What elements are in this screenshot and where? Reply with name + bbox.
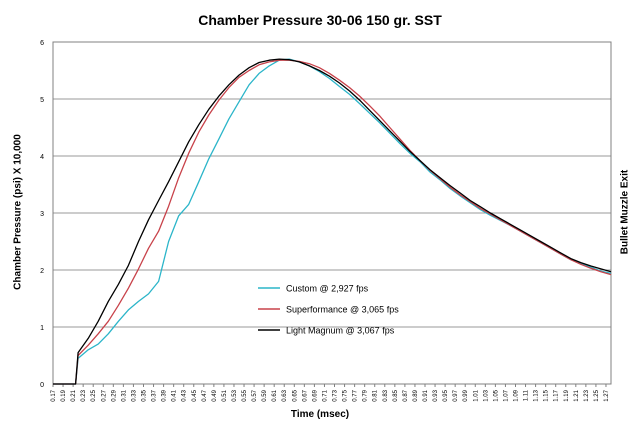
x-tick-label: 0.91 bbox=[423, 389, 429, 401]
x-tick-label: 1.09 bbox=[513, 389, 519, 401]
x-tick-label: 0.51 bbox=[222, 389, 228, 401]
x-tick-label: 0.39 bbox=[162, 389, 168, 401]
x-tick-label: 0.45 bbox=[192, 389, 198, 401]
x-tick-label: 0.85 bbox=[393, 389, 399, 401]
x-tick-label: 0.99 bbox=[463, 389, 469, 401]
x-tick-label: 0.33 bbox=[131, 389, 137, 401]
x-tick-label: 1.23 bbox=[584, 389, 590, 401]
x-tick-label: 0.79 bbox=[363, 389, 369, 401]
x-tick-label: 0.89 bbox=[413, 389, 419, 401]
plot-frame bbox=[52, 41, 612, 385]
x-tick-label: 0.73 bbox=[333, 389, 339, 401]
x-tick-label: 0.57 bbox=[252, 389, 258, 401]
y-tick-label: 2 bbox=[40, 268, 44, 275]
legend-label: Superformance @ 3,065 fps bbox=[286, 305, 399, 315]
y-tick-label: 6 bbox=[40, 40, 44, 47]
x-tick-label: 0.93 bbox=[433, 389, 439, 401]
chart-title: Chamber Pressure 30-06 150 gr. SST bbox=[198, 12, 442, 28]
x-tick-label: 0.53 bbox=[232, 389, 238, 401]
x-tick-label: 0.59 bbox=[262, 389, 268, 401]
x-tick-label: 0.21 bbox=[71, 389, 77, 401]
x-tick-label: 0.35 bbox=[141, 389, 147, 401]
x-tick-label: 0.69 bbox=[312, 389, 318, 401]
x-tick-label: 0.49 bbox=[212, 389, 218, 401]
x-tick-label: 1.27 bbox=[604, 389, 610, 401]
x-tick-label: 0.29 bbox=[111, 389, 117, 401]
x-tick-label: 1.21 bbox=[574, 389, 580, 401]
x-tick-label: 0.19 bbox=[61, 389, 67, 401]
x-tick-label: 0.61 bbox=[272, 389, 278, 401]
x-tick-label: 0.31 bbox=[121, 389, 127, 401]
x-tick-label: 0.43 bbox=[182, 389, 188, 401]
x-tick-label: 0.97 bbox=[453, 389, 459, 401]
x-tick-label: 1.07 bbox=[503, 389, 509, 401]
x-tick-label: 0.83 bbox=[383, 389, 389, 401]
x-tick-label: 1.01 bbox=[473, 389, 479, 401]
x-tick-label: 0.37 bbox=[152, 389, 158, 401]
x-tick-label: 0.77 bbox=[353, 389, 359, 401]
x-tick-label: 1.25 bbox=[594, 389, 600, 401]
x-tick-label: 1.15 bbox=[544, 389, 550, 401]
x-tick-label: 0.95 bbox=[443, 389, 449, 401]
x-tick-label: 1.19 bbox=[564, 389, 570, 401]
x-tick-label: 1.03 bbox=[483, 389, 489, 401]
y-tick-label: 3 bbox=[40, 211, 44, 218]
y-tick-label: 4 bbox=[40, 154, 44, 161]
x-tick-label: 0.23 bbox=[81, 389, 87, 401]
x-axis-label: Time (msec) bbox=[290, 409, 350, 420]
x-tick-label: 0.17 bbox=[51, 389, 57, 401]
legend-label: Light Magnum @ 3,067 fps bbox=[286, 326, 395, 336]
y-tick-label: 0 bbox=[40, 382, 44, 389]
x-tick-label: 0.67 bbox=[302, 389, 308, 401]
x-tick-label: 1.17 bbox=[554, 389, 560, 401]
x-tick-label: 0.63 bbox=[282, 389, 288, 401]
x-tick-label: 0.87 bbox=[403, 389, 409, 401]
legend-label: Custom @ 2,927 fps bbox=[286, 284, 369, 294]
x-tick-label: 0.55 bbox=[242, 389, 248, 401]
x-tick-label: 1.13 bbox=[534, 389, 540, 401]
x-tick-label: 0.41 bbox=[172, 389, 178, 401]
y-tick-label: 1 bbox=[40, 325, 44, 332]
x-tick-label: 0.75 bbox=[343, 389, 349, 401]
x-tick-label: 0.27 bbox=[101, 389, 107, 401]
x-tick-label: 0.25 bbox=[91, 389, 97, 401]
x-tick-label: 1.11 bbox=[524, 389, 530, 401]
x-tick-label: 0.71 bbox=[322, 389, 328, 401]
x-tick-label: 0.47 bbox=[202, 389, 208, 401]
x-tick-label: 0.81 bbox=[373, 389, 379, 401]
x-tick-label: 1.05 bbox=[493, 389, 499, 401]
series-line bbox=[53, 58, 612, 385]
series-line bbox=[53, 59, 612, 385]
y-tick-label: 5 bbox=[40, 97, 44, 104]
x-tick-label: 0.65 bbox=[292, 389, 298, 401]
